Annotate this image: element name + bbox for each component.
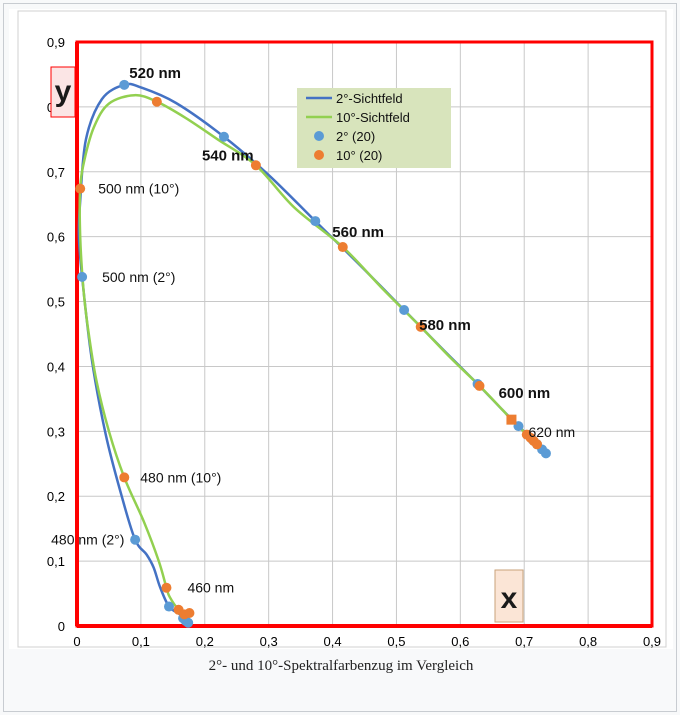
annotation-label: 480 nm (10°) [140, 469, 221, 485]
y-axis-label: y [55, 75, 72, 108]
x-tick-label: 0,3 [260, 634, 278, 649]
figure-frame: 0 0,1 0,2 0,3 0,4 0,5 0,6 0,7 0,8 0,9 0 0,1 0,2 0,3 0,… [3, 3, 677, 712]
data-point-2deg [77, 271, 88, 282]
data-point-10deg [151, 96, 162, 107]
data-point-10deg [415, 321, 426, 332]
legend-label: 10°-Sichtfeld [336, 110, 410, 125]
annotation-label: 460 nm [187, 580, 234, 596]
annotation-label: 480 nm (2°) [51, 532, 124, 548]
annotation-label: 520 nm [129, 65, 181, 82]
data-point-10deg [161, 582, 172, 593]
y-tick-label: 0 [58, 619, 65, 634]
y-tick-label: 0,4 [47, 359, 65, 374]
legend-marker-swatch [314, 131, 324, 141]
data-point-2deg [399, 304, 410, 315]
x-tick-label: 0,5 [387, 634, 405, 649]
x-tick-label: 0,4 [324, 634, 342, 649]
x-tick-label: 0,6 [451, 634, 469, 649]
x-tick-label: 0,9 [643, 634, 661, 649]
data-point-10deg [119, 472, 130, 483]
data-point-10deg [184, 608, 195, 619]
data-point-2deg [310, 216, 321, 227]
y-tick-label: 0,3 [47, 424, 65, 439]
legend-label: 2°-Sichtfeld [336, 91, 403, 106]
data-point-2deg [130, 534, 141, 545]
data-point-2deg [164, 601, 174, 612]
data-point-10deg [474, 380, 485, 391]
y-tick-label: 0,1 [47, 554, 65, 569]
annotation-label: 620 nm [528, 424, 575, 440]
x-axis-label: x [501, 582, 518, 615]
data-point-square [506, 414, 517, 425]
data-point-2deg [119, 79, 130, 90]
x-tick-label: 0,8 [579, 634, 597, 649]
series-line-10deg [78, 93, 538, 615]
figure-caption: 2°- und 10°-Spektralfarbenzug im Verglei… [208, 658, 474, 674]
annotation-label: 540 nm [202, 148, 254, 165]
data-point-2deg [218, 131, 229, 142]
y-tick-label: 0,5 [47, 295, 65, 310]
y-tick-label: 0,6 [47, 230, 65, 245]
x-tick-label: 0 [73, 634, 80, 649]
y-tick-label: 0,9 [47, 35, 65, 50]
data-point-10deg [75, 183, 86, 194]
data-point-2deg [183, 617, 194, 628]
x-tick-label: 0,1 [132, 634, 150, 649]
annotation-label: 580 nm [419, 317, 471, 334]
legend-marker-swatch [314, 150, 324, 160]
y-tick-label: 0,7 [47, 165, 65, 180]
y-tick-label: 0,2 [47, 489, 65, 504]
x-axis-label-box [494, 569, 524, 623]
data-point-10deg [337, 242, 348, 253]
annotation-label: 600 nm [499, 385, 551, 402]
chart-panel: 0 0,1 0,2 0,3 0,4 0,5 0,6 0,7 0,8 0,9 0 0,1 0,2 0,3 0,… [9, 9, 673, 649]
annotation-label: 560 nm [332, 224, 384, 241]
data-point-2deg [540, 448, 551, 459]
data-point-10deg [532, 439, 542, 450]
data-point-10deg [250, 160, 261, 171]
y-axis-label-box [50, 66, 76, 118]
annotation-label: 500 nm (10°) [98, 181, 179, 197]
x-tick-label: 0,2 [196, 634, 214, 649]
chromaticity-chart: 0 0,1 0,2 0,3 0,4 0,5 0,6 0,7 0,8 0,9 0 0,1 0,2 0,3 0,… [17, 10, 667, 649]
x-tick-label: 0,7 [515, 634, 533, 649]
annotation-label: 500 nm (2°) [102, 269, 175, 285]
legend-label: 10° (20) [336, 148, 382, 163]
legend-label: 2° (20) [336, 129, 375, 144]
